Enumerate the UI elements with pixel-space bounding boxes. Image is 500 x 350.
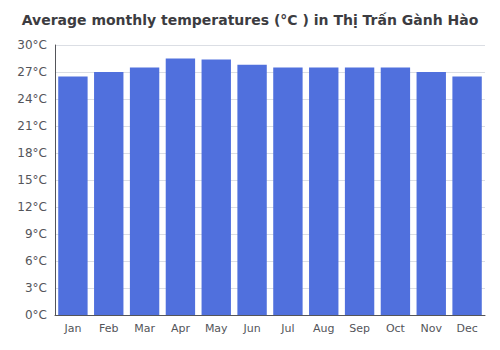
svg-text:6°C: 6°C [25, 254, 47, 268]
svg-text:27°C: 27°C [17, 65, 47, 79]
svg-text:21°C: 21°C [17, 119, 47, 133]
svg-text:30°C: 30°C [17, 38, 47, 52]
svg-text:0°C: 0°C [25, 308, 47, 322]
svg-text:15°C: 15°C [17, 173, 47, 187]
svg-text:Dec: Dec [456, 322, 477, 335]
svg-text:Sep: Sep [349, 322, 370, 335]
svg-text:Mar: Mar [134, 322, 155, 335]
svg-text:Jun: Jun [242, 322, 260, 335]
svg-text:Feb: Feb [99, 322, 118, 335]
svg-text:9°C: 9°C [25, 227, 47, 241]
svg-text:Nov: Nov [421, 322, 443, 335]
svg-text:18°C: 18°C [17, 146, 47, 160]
svg-text:Apr: Apr [171, 322, 191, 335]
svg-text:3°C: 3°C [25, 281, 47, 295]
svg-text:12°C: 12°C [17, 200, 47, 214]
svg-text:Jul: Jul [280, 322, 294, 335]
svg-text:May: May [205, 322, 228, 335]
svg-text:24°C: 24°C [17, 92, 47, 106]
svg-text:Average monthly temperatures (: Average monthly temperatures (°C ) in Th… [22, 12, 479, 28]
svg-text:Oct: Oct [386, 322, 406, 335]
svg-text:Jan: Jan [63, 322, 81, 335]
svg-text:Aug: Aug [313, 322, 334, 335]
